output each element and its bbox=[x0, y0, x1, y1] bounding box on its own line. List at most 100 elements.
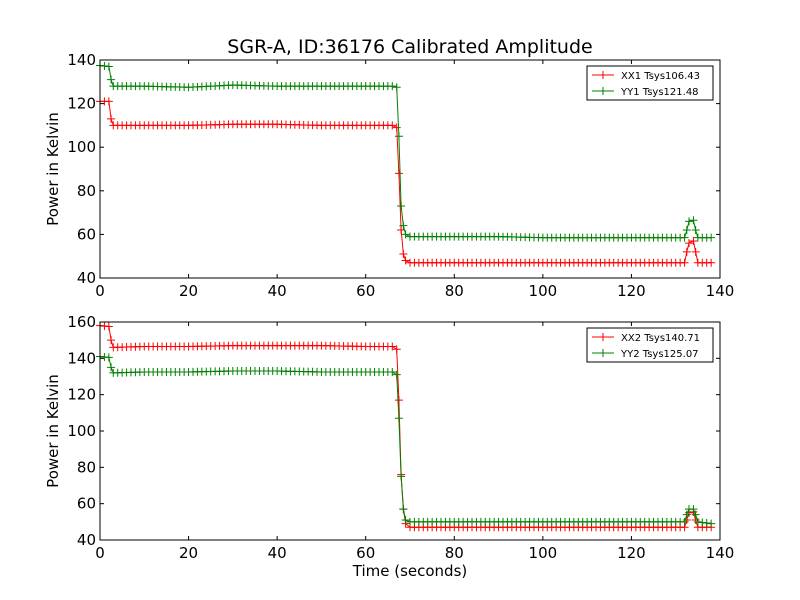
data-point-marker bbox=[394, 132, 403, 141]
legend-box bbox=[586, 65, 714, 101]
y-tick-label: 60 bbox=[77, 225, 96, 243]
data-point-marker bbox=[401, 256, 410, 265]
legend-entry-label: XX2 Tsys140.71 bbox=[621, 333, 700, 344]
data-point-marker bbox=[401, 516, 410, 525]
data-point-marker bbox=[680, 517, 689, 526]
axes-frame bbox=[99, 59, 721, 279]
data-point-marker bbox=[107, 336, 116, 345]
x-tick-label: 0 bbox=[95, 544, 105, 562]
x-tick-label: 140 bbox=[706, 544, 735, 562]
data-point-marker bbox=[680, 258, 689, 267]
legend-entry-label: YY2 Tsys125.07 bbox=[620, 349, 699, 360]
data-point-marker bbox=[698, 518, 707, 527]
legend-swatch-marker bbox=[599, 71, 607, 79]
data-point-marker bbox=[388, 367, 397, 376]
x-axis-label: Time (seconds) bbox=[352, 562, 468, 580]
series-xx bbox=[96, 97, 716, 267]
y-tick-label: 80 bbox=[77, 182, 96, 200]
data-point-marker bbox=[691, 247, 700, 256]
y-tick-label: 100 bbox=[67, 138, 96, 156]
data-point-marker bbox=[107, 75, 116, 84]
x-tick-label: 60 bbox=[356, 282, 375, 300]
y-tick-label: 40 bbox=[77, 531, 96, 549]
data-point-marker bbox=[104, 322, 113, 331]
x-tick-label: 0 bbox=[95, 282, 105, 300]
legend-swatch-marker bbox=[599, 349, 607, 357]
y-tick-label: 140 bbox=[67, 349, 96, 367]
data-point-marker bbox=[682, 247, 691, 256]
x-tick-label: 20 bbox=[179, 544, 198, 562]
data-point-marker bbox=[392, 345, 401, 354]
data-point-marker bbox=[691, 226, 700, 235]
data-point-marker bbox=[399, 221, 408, 230]
series-line bbox=[99, 356, 712, 525]
x-tick-label: 100 bbox=[529, 282, 558, 300]
data-point-marker bbox=[685, 217, 693, 226]
data-point-marker bbox=[707, 233, 716, 242]
data-point-marker bbox=[397, 226, 406, 235]
x-tick-label: 80 bbox=[445, 282, 464, 300]
data-point-marker bbox=[680, 233, 689, 242]
plot-panel-bottom: 0 20 40 60 80 100 120 140 40 60 80 100 120 140 160 Powe… bbox=[44, 313, 734, 562]
data-point-marker bbox=[689, 236, 698, 245]
data-point-marker bbox=[388, 82, 397, 91]
data-point-marker bbox=[693, 517, 702, 526]
data-point-marker bbox=[107, 363, 116, 372]
y-tick-label: 60 bbox=[77, 495, 96, 513]
y-tick-label: 100 bbox=[67, 422, 96, 440]
chart-title: SGR-A, ID:36176 Calibrated Amplitude bbox=[227, 36, 592, 58]
data-point-marker bbox=[682, 510, 691, 519]
data-point-marker bbox=[702, 519, 711, 528]
y-tick-label: 40 bbox=[77, 269, 96, 287]
x-tick-label: 40 bbox=[268, 544, 287, 562]
data-point-marker bbox=[394, 414, 403, 423]
data-point-marker bbox=[392, 370, 401, 379]
legend: XX1 Tsys106.43 YY1 Tsys121.48 bbox=[586, 65, 714, 101]
y-axis-label: Power in Kelvin bbox=[44, 374, 62, 488]
y-tick-label: 120 bbox=[67, 386, 96, 404]
plot-panel-top: 0 20 40 60 80 100 120 140 40 60 80 100 120 140 Power i… bbox=[44, 51, 734, 300]
y-axis-label: Power in Kelvin bbox=[44, 112, 62, 226]
data-point-marker bbox=[397, 202, 406, 211]
data-point-marker bbox=[388, 342, 397, 351]
legend-entry-label: XX1 Tsys106.43 bbox=[621, 71, 700, 82]
data-point-marker bbox=[394, 169, 403, 178]
x-tick-label: 80 bbox=[445, 544, 464, 562]
x-tick-label: 40 bbox=[268, 282, 287, 300]
series-yy bbox=[96, 352, 716, 528]
data-point-marker bbox=[104, 353, 113, 362]
y-tick-label: 160 bbox=[67, 313, 96, 331]
legend-entry-label: YY1 Tsys121.48 bbox=[620, 87, 699, 98]
data-point-marker bbox=[689, 505, 698, 514]
data-point-marker bbox=[689, 216, 698, 225]
y-tick-label: 140 bbox=[67, 51, 96, 69]
y-tick-label: 120 bbox=[67, 95, 96, 113]
x-tick-label: 140 bbox=[706, 282, 735, 300]
data-point-marker bbox=[397, 472, 406, 481]
data-point-marker bbox=[691, 510, 700, 519]
data-point-marker bbox=[104, 97, 113, 106]
data-point-marker bbox=[682, 226, 691, 235]
data-point-marker bbox=[107, 114, 116, 123]
data-point-marker bbox=[401, 230, 410, 239]
data-point-marker bbox=[392, 123, 401, 132]
data-point-marker bbox=[707, 519, 716, 528]
x-tick-label: 20 bbox=[179, 282, 198, 300]
x-tick-label: 100 bbox=[529, 544, 558, 562]
series-yy bbox=[96, 61, 716, 242]
data-point-marker bbox=[104, 62, 113, 71]
legend-swatch-marker bbox=[599, 87, 607, 95]
x-tick-label: 60 bbox=[356, 544, 375, 562]
x-tick-label: 120 bbox=[617, 544, 646, 562]
legend: XX2 Tsys140.71 YY2 Tsys125.07 bbox=[586, 327, 714, 363]
data-point-marker bbox=[399, 250, 408, 259]
data-point-marker bbox=[388, 121, 397, 130]
y-tick-label: 80 bbox=[77, 458, 96, 476]
legend-box bbox=[586, 327, 714, 363]
data-point-marker bbox=[685, 239, 693, 248]
data-point-marker bbox=[392, 83, 401, 92]
data-point-marker bbox=[100, 61, 109, 70]
data-point-marker bbox=[707, 258, 716, 267]
legend-swatch-marker bbox=[599, 333, 607, 341]
